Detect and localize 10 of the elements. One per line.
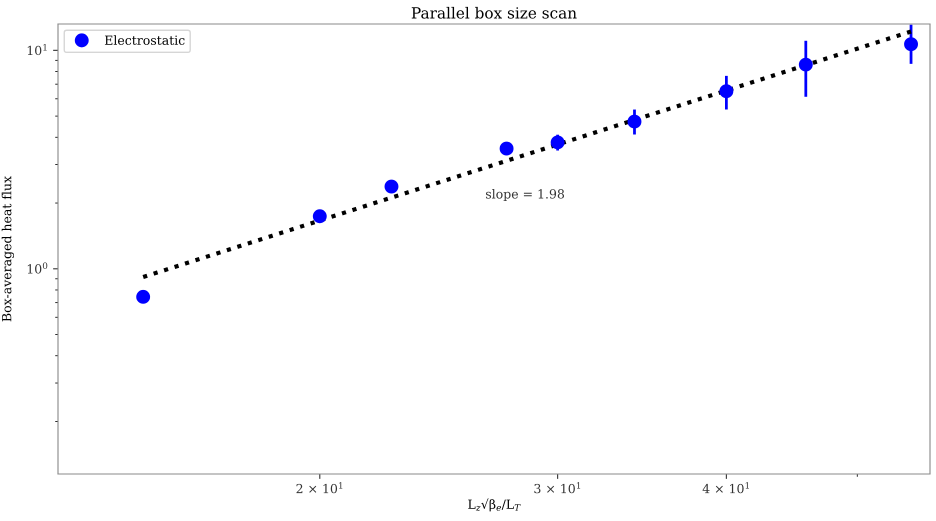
x-tick-label: 4 × 10$^{1}$ — [702, 482, 749, 494]
annotation: slope = 1.98 — [486, 188, 564, 202]
y-axis-title: Box-averaged heat flux — [2, 176, 14, 322]
x-tick-label: 2 × 10$^{1}$ — [296, 482, 342, 494]
chart-title: Parallel box size scan — [412, 6, 577, 19]
legend-label: Electrostatic — [104, 35, 185, 45]
x-tick-label: 3 × 10$^{1}$ — [534, 482, 580, 494]
y-tick-label: 10$^{0}$ — [28, 262, 48, 274]
y-tick-label: 10$^{1}$ — [28, 44, 47, 56]
x-axis-title: L$_{z}$√β$_{e}$/L$_{T}$ — [468, 498, 521, 512]
